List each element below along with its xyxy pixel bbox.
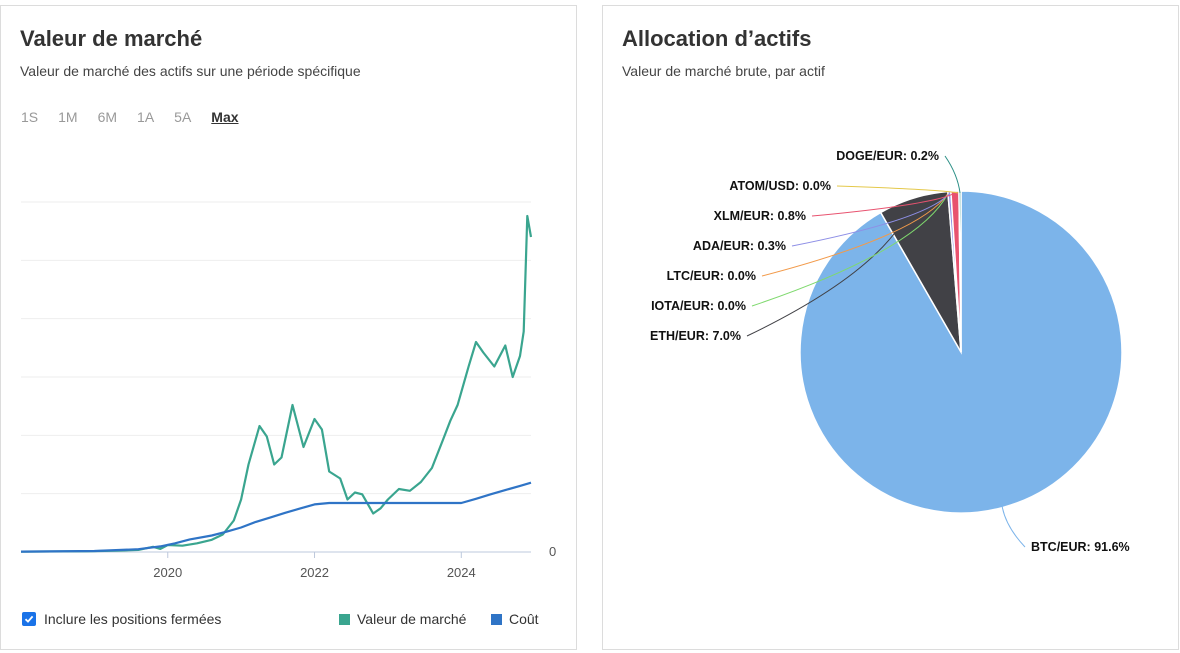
period-5a[interactable]: 5A: [174, 109, 192, 125]
legend-label: Valeur de marché: [357, 611, 467, 627]
market-value-card: Valeur de marché Valeur de marché des ac…: [0, 5, 577, 650]
y-tick-label: 0: [549, 544, 556, 559]
card-title: Valeur de marché: [20, 26, 203, 51]
connector-ada-eur: [791, 193, 950, 247]
legend-label: Coût: [509, 611, 539, 627]
market-value-chart: 2020 2022 2024 0: [20, 201, 556, 580]
data-label-eth-eur: ETH/EUR: 7.0%: [650, 329, 741, 343]
period-max[interactable]: Max: [211, 109, 239, 125]
card-subtitle: Valeur de marché des actifs sur une péri…: [20, 63, 361, 79]
period-selector: 1S 1M 6M 1A 5A Max: [21, 109, 259, 125]
data-label-xlm-eur: XLM/EUR: 0.8%: [714, 209, 806, 223]
connector-doge-eur: [944, 155, 961, 194]
market-value-line: [20, 214, 533, 553]
period-6m[interactable]: 6M: [97, 109, 118, 125]
connector-iota-eur: [751, 193, 949, 307]
asset-allocation-card: Allocation d’actifs Valeur de marché bru…: [602, 5, 1179, 650]
card-title: Allocation d’actifs: [622, 26, 812, 51]
data-label-ltc-eur: LTC/EUR: 0.0%: [667, 269, 756, 283]
period-1m[interactable]: 1M: [58, 109, 78, 125]
x-tick-label: 2022: [300, 565, 329, 580]
data-label-iota-eur: IOTA/EUR: 0.0%: [651, 299, 746, 313]
period-1s[interactable]: 1S: [21, 109, 39, 125]
data-label-ada-eur: ADA/EUR: 0.3%: [693, 239, 786, 253]
period-1a[interactable]: 1A: [137, 109, 155, 125]
closed-positions-toggle[interactable]: Inclure les positions fermées: [22, 611, 221, 627]
legend-cost[interactable]: Coût: [491, 611, 539, 627]
data-label-atom-usd: ATOM/USD: 0.0%: [729, 179, 831, 193]
data-label-doge-eur: DOGE/EUR: 0.2%: [836, 149, 939, 163]
connector-atom-usd: [836, 185, 960, 194]
legend-market-value[interactable]: Valeur de marché: [339, 611, 466, 627]
x-tick-label: 2024: [447, 565, 476, 580]
data-label-btc-eur: BTC/EUR: 91.6%: [1031, 540, 1130, 554]
connector-xlm-eur: [811, 192, 956, 217]
legend-swatch: [491, 613, 502, 625]
card-subtitle: Valeur de marché brute, par actif: [622, 63, 825, 79]
connector-ltc-eur: [761, 193, 949, 277]
connector-btc-eur: [1001, 505, 1026, 548]
closed-positions-label: Inclure les positions fermées: [44, 611, 222, 627]
x-tick-label: 2020: [153, 565, 182, 580]
checkbox-checked-icon[interactable]: [22, 612, 36, 626]
asset-allocation-chart: BTC/EUR: 91.6% ETH/EUR: 7.0% IOTA/EUR: 0.0…: [650, 149, 1130, 554]
legend-swatch: [339, 613, 350, 625]
cost-line: [20, 481, 532, 553]
